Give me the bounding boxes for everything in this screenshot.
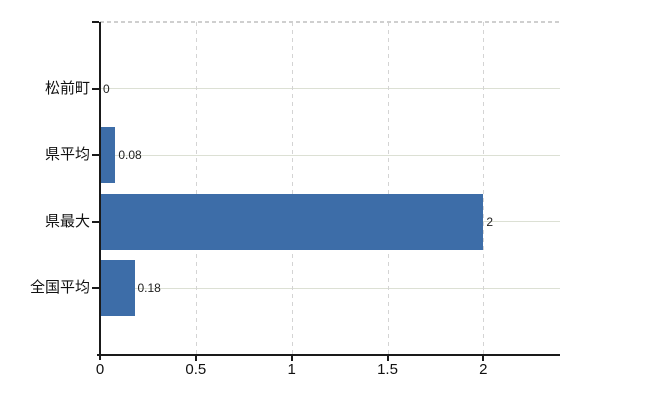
v-gridline xyxy=(195,22,197,355)
h-gridline xyxy=(100,287,560,289)
x-axis-tick xyxy=(482,356,485,361)
x-tick-label: 1 xyxy=(287,361,296,378)
v-gridline xyxy=(387,22,389,355)
x-tick-label: 2 xyxy=(479,361,488,378)
v-gridline xyxy=(291,22,293,355)
category-tick xyxy=(92,220,99,223)
bar-value-label: 0.18 xyxy=(137,281,161,296)
bar-value-label: 2 xyxy=(486,214,494,229)
y-axis-end-tick xyxy=(92,21,99,23)
bar xyxy=(100,127,116,184)
category-label: 松前町 xyxy=(44,79,90,97)
x-axis-tick xyxy=(290,356,293,361)
category-label: 全国平均 xyxy=(29,279,90,297)
x-axis-tick xyxy=(386,356,389,361)
y-axis-line xyxy=(99,22,101,360)
category-label: 県平均 xyxy=(44,146,90,164)
bar-value-label: 0.08 xyxy=(118,148,142,163)
category-tick xyxy=(92,154,99,157)
x-tick-label: 1.5 xyxy=(377,361,398,378)
x-tick-label: 0 xyxy=(95,361,105,378)
x-axis-line xyxy=(97,354,560,356)
v-gridline xyxy=(483,22,485,355)
bar xyxy=(100,260,135,317)
category-tick xyxy=(92,87,99,90)
h-gridline xyxy=(100,154,560,156)
bar-value-label: 0 xyxy=(103,81,110,96)
bar xyxy=(100,193,484,250)
category-label: 県最大 xyxy=(44,212,90,230)
plot-top-border xyxy=(100,21,560,23)
x-tick-label: 0.5 xyxy=(185,361,207,378)
h-gridline xyxy=(100,88,560,90)
category-tick xyxy=(92,287,99,290)
x-axis-tick xyxy=(194,356,197,361)
